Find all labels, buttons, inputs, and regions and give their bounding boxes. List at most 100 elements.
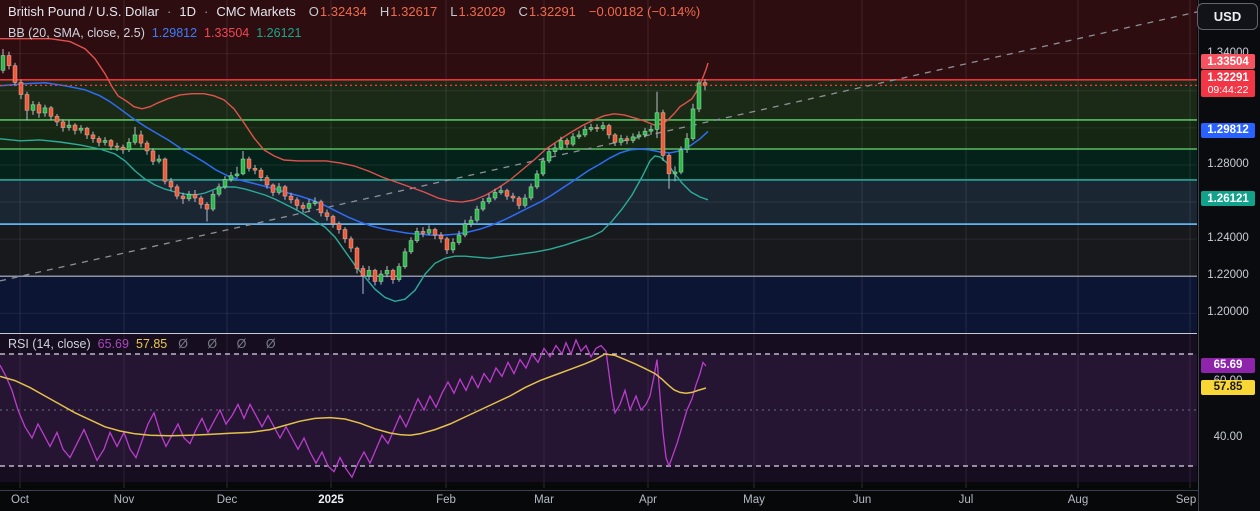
open-label: O1.32434 (308, 4, 367, 19)
candles[interactable] (0, 49, 708, 294)
candle-down (168, 180, 174, 188)
candle-down (336, 223, 342, 230)
month-label-Dec: Dec (216, 494, 238, 506)
candle-up (462, 223, 468, 236)
candle-up (468, 219, 474, 225)
axis-chip-1.33504: 1.33504 (1201, 54, 1255, 70)
candle-down (96, 138, 102, 143)
month-label-Jun: Jun (852, 494, 872, 506)
candle-down (252, 167, 258, 171)
change-value: −0.00182 (−0.14%) (588, 4, 701, 19)
low-value: 1.32029 (458, 4, 506, 19)
bb-lower-band (0, 138, 709, 303)
candle-down (330, 216, 336, 225)
rsi-indicator-legend[interactable]: RSI (14, close) 65.69 57.85 Ø Ø Ø Ø (8, 337, 284, 351)
rsi-ma-line (0, 353, 707, 437)
candle-down (348, 238, 354, 249)
zone-charcoal-zone (0, 224, 1197, 277)
zone-supply-green-a (0, 79, 1197, 120)
price-label-1.28000: 1.28000 (1207, 157, 1249, 170)
candle-down (48, 107, 54, 117)
candle-up (228, 175, 234, 180)
currency-toggle-button[interactable]: USD (1197, 3, 1258, 30)
candle-down (606, 125, 612, 136)
candle-up (42, 107, 48, 114)
candle-down (114, 145, 120, 148)
candle-up (492, 192, 498, 199)
rsi-ma-value: 57.85 (135, 337, 168, 351)
candle-down (510, 195, 516, 199)
month-label-May: May (743, 494, 765, 506)
price-axis[interactable]: 1.340001.280001.240001.220001.2000060.00… (1198, 0, 1260, 511)
candle-up (630, 136, 636, 141)
candle-down (144, 142, 150, 152)
candle-up (654, 112, 660, 130)
price-label-1.22000: 1.22000 (1207, 269, 1249, 282)
bb-lower-value: 1.26121 (256, 26, 302, 40)
candle-up (30, 104, 36, 111)
candle-up (582, 128, 588, 136)
timeframe-label[interactable]: 1D (179, 4, 196, 19)
candle-up (552, 147, 558, 152)
zone-support-navy (0, 276, 1197, 333)
candle-up (570, 136, 576, 145)
time-axis[interactable]: Oct Nov Dec 2025 Feb Mar Apr May Jun Jul Aug Sep (0, 490, 1260, 511)
candle-down (138, 134, 144, 144)
candle-down (60, 121, 66, 128)
month-label-2025: 2025 (318, 494, 344, 506)
header-separator: · (167, 4, 172, 19)
candle-down (282, 186, 288, 197)
bb-legend-title[interactable]: BB (20, SMA, close, 2.5) (8, 26, 145, 40)
candle-down (612, 134, 618, 143)
month-label-Aug: Aug (1067, 494, 1089, 506)
candle-up (474, 208, 480, 221)
candle-down (270, 184, 276, 193)
candle-up (522, 197, 528, 206)
candle-up (546, 151, 552, 162)
high-label: H1.32617 (379, 4, 438, 19)
candle-up (618, 138, 624, 143)
candle-up (696, 82, 702, 110)
bb-basis-value: 1.29812 (151, 26, 198, 40)
rsi-label-40.00: 40.00 (1213, 430, 1243, 443)
candle-down (504, 190, 510, 197)
candle-up (600, 125, 606, 129)
candle-down (108, 140, 114, 147)
candle-down (288, 195, 294, 201)
candle-down (198, 197, 204, 205)
rsi-legend-title[interactable]: RSI (14, close) (8, 337, 91, 351)
axis-chip-1.32291: 1.32291 09:44:22 (1201, 70, 1255, 98)
candle-up (384, 269, 390, 275)
candle-up (486, 197, 492, 203)
candle-down (660, 112, 666, 156)
candle-up (402, 251, 408, 267)
candle-down (180, 195, 186, 200)
countdown-timer: 09:44:22 (1207, 83, 1249, 96)
candle-up (366, 269, 372, 277)
close-label: C1.32291 (518, 4, 576, 19)
candle-down (90, 134, 96, 139)
candle-up (396, 266, 402, 280)
candle-up (0, 55, 6, 71)
candle-down (594, 127, 600, 130)
rsi-pane-bg (0, 334, 1197, 482)
candle-up (678, 149, 684, 173)
candle-up (642, 130, 648, 136)
bb-upper-value: 1.33504 (204, 26, 250, 40)
bb-indicator-legend[interactable]: BB (20, SMA, close, 2.5) 1.29812 1.33504… (8, 26, 301, 40)
candle-down (12, 65, 18, 83)
axis-chip-1.26121: 1.26121 (1201, 191, 1255, 207)
candle-down (390, 269, 396, 280)
symbol-title[interactable]: British Pound / U.S. Dollar (8, 4, 160, 19)
open-value: 1.32434 (319, 4, 367, 19)
candle-down (300, 205, 306, 209)
candle-down (84, 127, 90, 136)
trendline (0, 11, 1198, 282)
candle-down (516, 197, 522, 206)
zone-resistance-red (0, 0, 1197, 80)
price-label-1.24000: 1.24000 (1207, 232, 1249, 245)
candle-down (192, 193, 198, 199)
candle-up (576, 134, 582, 138)
exchange-label[interactable]: CMC Markets (216, 4, 296, 19)
